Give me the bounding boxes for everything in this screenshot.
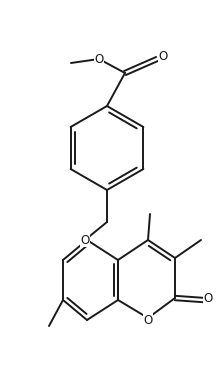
Text: O: O bbox=[143, 314, 153, 327]
Text: O: O bbox=[203, 292, 213, 305]
Text: O: O bbox=[80, 234, 90, 247]
Text: O: O bbox=[158, 49, 168, 62]
Text: O: O bbox=[94, 52, 104, 65]
